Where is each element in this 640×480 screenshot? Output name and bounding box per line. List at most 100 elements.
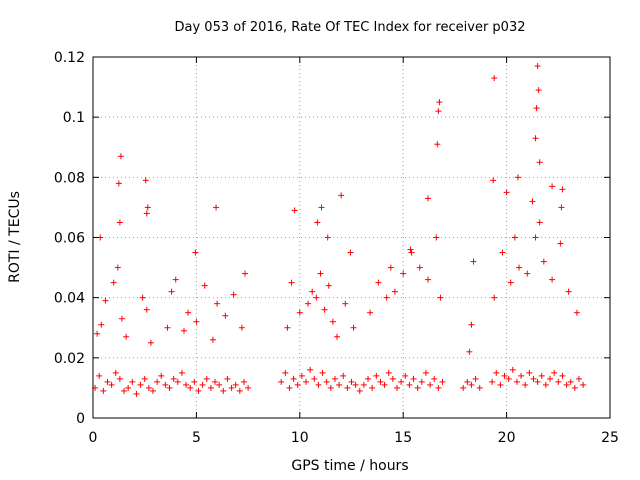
- data-point: [407, 246, 414, 253]
- data-point: [559, 372, 566, 379]
- data-point: [334, 333, 341, 340]
- data-point: [154, 378, 161, 385]
- data-point: [497, 381, 504, 388]
- data-point: [540, 258, 547, 265]
- data-point: [164, 324, 171, 331]
- data-point: [408, 249, 415, 256]
- x-tick-label: 5: [192, 430, 201, 446]
- y-axis-label: ROTI / TECUs: [7, 191, 23, 283]
- data-point: [112, 369, 119, 376]
- data-point: [571, 384, 578, 391]
- data-point: [347, 249, 354, 256]
- data-point: [314, 219, 321, 226]
- data-point: [514, 174, 521, 181]
- data-point: [567, 378, 574, 385]
- data-point: [338, 192, 345, 199]
- data-point: [559, 186, 566, 193]
- data-point: [547, 375, 554, 382]
- data-point: [369, 384, 376, 391]
- data-point: [178, 369, 185, 376]
- data-point: [489, 378, 496, 385]
- data-point: [360, 381, 367, 388]
- data-point: [505, 375, 512, 382]
- data-point: [472, 375, 479, 382]
- data-point: [436, 99, 443, 106]
- data-point: [284, 324, 291, 331]
- x-tick-label: 15: [394, 430, 412, 446]
- data-point: [313, 294, 320, 301]
- data-point: [414, 384, 421, 391]
- data-point: [220, 387, 227, 394]
- data-point: [207, 384, 214, 391]
- y-tick-label: 0.04: [54, 291, 85, 307]
- data-points: [92, 63, 587, 397]
- data-point: [433, 234, 440, 241]
- data-point: [115, 180, 122, 187]
- data-point: [557, 240, 564, 247]
- plot-frame: [92, 56, 611, 419]
- data-point: [291, 207, 298, 214]
- data-point: [98, 321, 105, 328]
- data-point: [224, 375, 231, 382]
- data-point: [110, 279, 117, 286]
- x-tick-label: 10: [291, 430, 309, 446]
- data-point: [509, 366, 516, 373]
- y-tick-label: 0: [76, 411, 85, 427]
- data-point: [389, 375, 396, 382]
- data-point: [230, 291, 237, 298]
- data-point: [192, 249, 199, 256]
- data-point: [147, 339, 154, 346]
- data-point: [344, 384, 351, 391]
- data-point: [522, 381, 529, 388]
- data-point: [142, 177, 149, 184]
- data-point: [470, 258, 477, 265]
- data-point: [534, 378, 541, 385]
- data-point: [555, 378, 562, 385]
- data-point: [507, 279, 514, 286]
- data-point: [340, 372, 347, 379]
- data-point: [170, 375, 177, 382]
- data-point: [536, 219, 543, 226]
- data-point: [296, 309, 303, 316]
- data-point: [387, 264, 394, 271]
- data-point: [216, 381, 223, 388]
- data-point: [373, 372, 380, 379]
- data-point: [94, 330, 101, 337]
- data-point: [145, 384, 152, 391]
- data-point: [282, 369, 289, 376]
- data-point: [158, 372, 165, 379]
- data-point: [530, 375, 537, 382]
- data-point: [317, 270, 324, 277]
- data-point: [499, 249, 506, 256]
- data-point: [162, 381, 169, 388]
- data-point: [323, 378, 330, 385]
- data-point: [214, 300, 221, 307]
- data-point: [102, 297, 109, 304]
- data-point: [209, 336, 216, 343]
- y-tick-label: 0.08: [54, 170, 85, 186]
- data-point: [348, 378, 355, 385]
- data-point: [193, 318, 200, 325]
- data-point: [325, 282, 332, 289]
- data-point: [183, 381, 190, 388]
- data-point: [532, 135, 539, 142]
- data-point: [286, 384, 293, 391]
- data-point: [116, 219, 123, 226]
- data-point: [144, 204, 151, 211]
- data-point: [342, 300, 349, 307]
- data-point: [149, 387, 156, 394]
- data-point: [228, 384, 235, 391]
- data-point: [108, 381, 115, 388]
- data-point: [431, 375, 438, 382]
- data-point: [139, 294, 146, 301]
- data-point: [324, 234, 331, 241]
- data-point: [168, 288, 175, 295]
- data-point: [222, 312, 229, 319]
- data-point: [580, 381, 587, 388]
- data-point: [241, 270, 248, 277]
- data-point: [166, 384, 173, 391]
- data-point: [191, 378, 198, 385]
- x-tick-label: 0: [89, 430, 98, 446]
- data-point: [501, 372, 508, 379]
